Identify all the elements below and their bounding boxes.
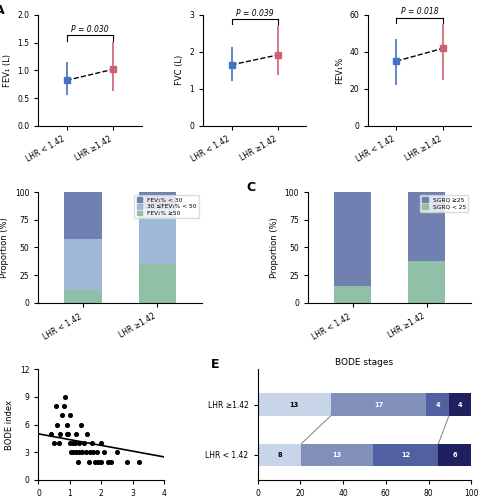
Bar	[448, 393, 470, 416]
Y-axis label: FEV₁%: FEV₁%	[334, 56, 343, 84]
Text: P = 0.030: P = 0.030	[71, 25, 108, 34]
Text: 13: 13	[289, 402, 298, 407]
Point	[104, 458, 111, 466]
Text: 6: 6	[452, 452, 456, 458]
Text: E: E	[210, 358, 218, 371]
Point	[89, 448, 97, 456]
Bar	[257, 393, 330, 416]
Y-axis label: FVC (L): FVC (L)	[175, 55, 183, 86]
Point	[86, 448, 94, 456]
Bar	[330, 393, 425, 416]
Text: 17: 17	[373, 402, 383, 407]
Point	[52, 402, 60, 410]
Point	[113, 448, 120, 456]
Text: 8: 8	[276, 452, 281, 458]
Bar	[257, 444, 301, 466]
Point	[107, 458, 114, 466]
Point	[75, 448, 83, 456]
Point	[47, 430, 55, 438]
Bar	[408, 261, 444, 303]
Point	[57, 430, 64, 438]
Y-axis label: BODE index: BODE index	[5, 400, 14, 450]
Point	[63, 430, 71, 438]
Text: 4: 4	[434, 402, 439, 407]
Legend: SGRQ ≥25, SGRQ < 25: SGRQ ≥25, SGRQ < 25	[419, 195, 468, 212]
Point	[66, 412, 73, 420]
Legend: FEV₁% < 30, 30 ≤FEV₁% < 50, FEV₁% ≥50: FEV₁% < 30, 30 ≤FEV₁% < 50, FEV₁% ≥50	[134, 195, 199, 218]
Title: BODE stages: BODE stages	[335, 358, 393, 367]
Text: P = 0.018: P = 0.018	[400, 8, 438, 16]
Point	[122, 458, 130, 466]
Point	[82, 448, 89, 456]
Point	[74, 458, 82, 466]
Point	[58, 412, 66, 420]
Bar	[64, 192, 101, 238]
Bar	[138, 264, 176, 303]
Point	[85, 458, 93, 466]
Point	[97, 458, 105, 466]
Y-axis label: Proportion (%): Proportion (%)	[269, 217, 278, 278]
Point	[79, 448, 86, 456]
Bar	[408, 192, 444, 261]
Point	[88, 439, 96, 447]
Point	[94, 458, 102, 466]
Point	[91, 458, 99, 466]
Bar	[138, 209, 176, 264]
Bar	[138, 192, 176, 209]
Point	[97, 439, 105, 447]
Bar	[372, 444, 438, 466]
Point	[64, 430, 72, 438]
Point	[50, 439, 58, 447]
Point	[135, 458, 143, 466]
Bar	[425, 393, 448, 416]
Point	[72, 430, 80, 438]
Text: P = 0.039: P = 0.039	[236, 8, 273, 18]
Bar	[64, 290, 101, 303]
Point	[63, 420, 71, 428]
Point	[61, 393, 69, 401]
Point	[75, 439, 83, 447]
Bar	[438, 444, 470, 466]
Bar	[333, 192, 371, 286]
Text: 4: 4	[457, 402, 461, 407]
Point	[66, 439, 73, 447]
Y-axis label: FEV₁ (L): FEV₁ (L)	[3, 54, 12, 87]
Text: A: A	[0, 4, 5, 17]
Point	[69, 448, 77, 456]
Point	[60, 402, 67, 410]
Point	[80, 439, 88, 447]
Text: 13: 13	[332, 452, 341, 458]
Bar	[64, 238, 101, 290]
Point	[93, 448, 100, 456]
Point	[83, 430, 91, 438]
Point	[68, 448, 75, 456]
Bar	[301, 444, 372, 466]
Point	[71, 439, 78, 447]
Point	[100, 448, 108, 456]
Text: 12: 12	[400, 452, 409, 458]
Point	[55, 439, 62, 447]
Y-axis label: Proportion (%): Proportion (%)	[0, 217, 10, 278]
Bar	[333, 286, 371, 303]
Point	[53, 420, 61, 428]
Text: C: C	[245, 181, 254, 194]
Point	[72, 448, 80, 456]
Point	[69, 439, 77, 447]
Point	[77, 420, 84, 428]
